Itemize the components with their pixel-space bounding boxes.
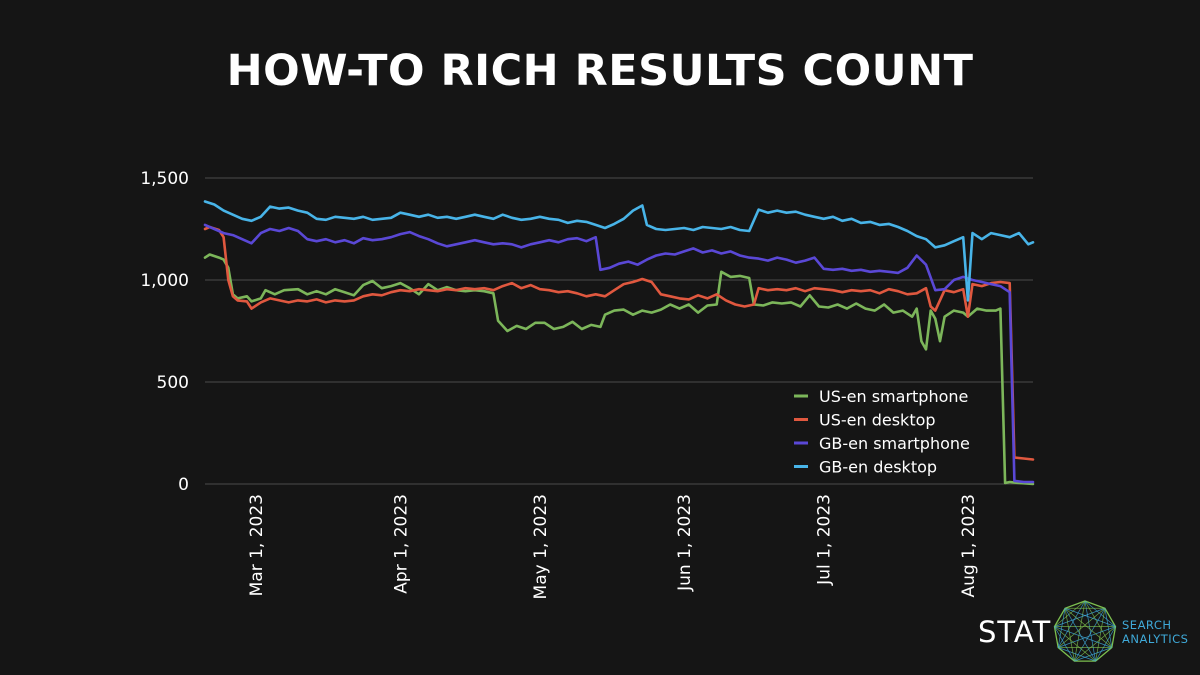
logo-strand [1054,626,1096,662]
logo-strand [1084,600,1113,648]
brand-tagline: SEARCH ANALYTICS [1122,618,1189,646]
chart-title: HOW-TO RICH RESULTS COUNT [226,46,974,96]
logo-strand [1064,608,1096,662]
brand-tagline-line2: ANALYTICS [1122,632,1189,646]
logo-strand [1054,600,1086,627]
series-line-us-en-desktop [203,225,1035,461]
logo-strand [1054,607,1106,627]
grid-lines [205,177,1033,485]
logo-strand [1057,600,1086,648]
series-line-us-en-smartphone [203,253,1035,486]
logo-strand [1064,607,1116,627]
y-tick-label: 0 [178,475,189,495]
legend: US-en smartphone US-en desktop GB-en smart… [794,387,970,477]
stat-logo-icon [1053,600,1117,662]
x-axis-ticks: Mar 1, 2023 Apr 1, 2023 May 1, 2023 Jun 1, … [247,494,979,599]
x-tick-label: Aug 1, 2023 [959,494,979,598]
logo-strand [1074,600,1086,662]
x-tick-label: Jun 1, 2023 [675,494,695,592]
x-tick-label: May 1, 2023 [531,494,551,599]
y-tick-label: 1,000 [140,271,189,291]
x-tick-label: Mar 1, 2023 [247,494,267,596]
series-line-gb-en-smartphone [203,223,1035,484]
logo-strand [1057,607,1106,648]
x-tick-label: Jul 1, 2023 [815,494,835,586]
logo-strand [1054,626,1075,662]
logo-outline [1053,600,1117,662]
logo-strand [1058,647,1096,662]
logo-strand [1084,600,1096,662]
logo-strand [1095,626,1116,662]
y-tick-label: 500 [157,373,189,393]
series-line-gb-en-desktop [203,200,1035,302]
logo-strand [1095,608,1106,662]
logo-strand [1054,626,1112,648]
brand-name: STAT [978,615,1052,649]
logo-strand [1104,608,1113,648]
logo-strand [1074,626,1116,662]
logo-strand [1058,626,1116,648]
legend-label: GB-en desktop [819,458,937,477]
brand-tagline-line1: SEARCH [1122,618,1172,632]
logo-strand [1064,608,1075,662]
y-axis-ticks: 0 500 1,000 1,500 [140,169,189,495]
logo-strand [1074,608,1106,662]
legend-label: US-en desktop [819,411,936,430]
legend-label: GB-en smartphone [819,434,970,453]
stat-branding: STAT SEARCH ANALYTICS [978,598,1193,668]
logo-strand [1084,600,1116,627]
legend-label: US-en smartphone [819,387,968,406]
series-lines [203,200,1035,486]
logo-strand [1074,647,1112,662]
logo-strand [1057,608,1066,648]
y-tick-label: 1,500 [140,169,189,189]
logo-strand [1064,607,1113,648]
x-tick-label: Apr 1, 2023 [391,494,411,594]
